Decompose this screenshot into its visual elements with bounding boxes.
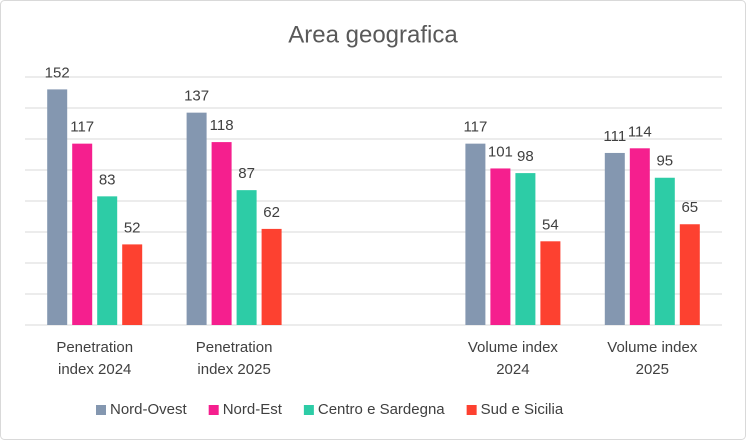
data-label: 52 [124, 219, 141, 236]
legend-swatch [466, 405, 477, 415]
x-tick-label: Penetration index 2025 [195, 339, 273, 378]
bar [97, 196, 118, 325]
data-label: 118 [210, 117, 234, 134]
legend-label: Nord-Ovest [110, 401, 188, 418]
chart-title: Area geografica [288, 21, 458, 48]
bar [490, 168, 511, 325]
legend-label: Centro e Sardegna [318, 401, 445, 418]
data-label: 54 [542, 216, 559, 233]
legend-swatch [303, 405, 314, 415]
bar [540, 241, 561, 325]
data-label: 65 [681, 199, 698, 216]
bar [654, 177, 675, 325]
data-label: 111 [603, 128, 626, 145]
bar [629, 148, 650, 325]
legend-label: Sud e Sicilia [481, 401, 564, 418]
bar [261, 228, 282, 325]
bar [679, 224, 700, 325]
bar [186, 112, 207, 326]
bar [465, 143, 486, 325]
bar [515, 173, 536, 325]
legend-swatch [96, 405, 106, 415]
x-tick-label: Penetration index 2024 [56, 339, 134, 378]
legend-swatch [208, 405, 219, 415]
data-label: 62 [263, 204, 280, 221]
bar [236, 190, 257, 325]
data-label: 152 [45, 64, 70, 81]
data-label: 114 [628, 123, 652, 140]
data-label: 101 [488, 143, 513, 160]
bar [122, 244, 143, 325]
data-label: 87 [238, 165, 255, 182]
bar [47, 89, 68, 326]
data-label: 83 [99, 171, 116, 188]
x-tick-label: Volume index 2025 [607, 339, 698, 378]
data-label: 95 [656, 153, 673, 170]
data-label: 137 [184, 88, 209, 105]
x-tick-label: Volume index 2024 [467, 339, 558, 378]
data-label: 117 [70, 119, 94, 136]
legend-label: Nord-Est [223, 401, 283, 418]
bar [604, 152, 625, 325]
bar [211, 142, 232, 325]
data-label: 98 [517, 148, 534, 165]
data-label: 117 [463, 119, 487, 136]
bar [72, 143, 93, 325]
